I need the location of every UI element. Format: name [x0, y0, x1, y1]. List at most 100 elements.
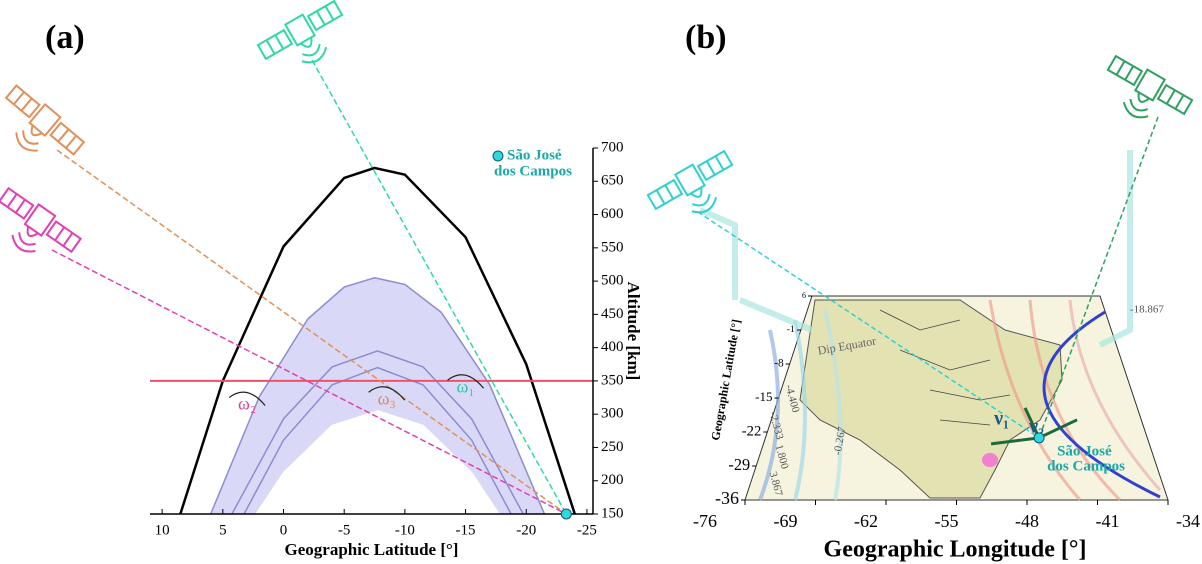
x-tick-label: -76	[693, 511, 717, 531]
y-tick-label: -1	[787, 324, 795, 335]
y-tick-label: -22	[742, 423, 762, 439]
station-legend-marker	[492, 150, 504, 162]
satellite-icon	[1106, 54, 1194, 119]
satellite-icon	[256, 0, 344, 64]
x-tick-label: -55	[935, 511, 959, 531]
panel-line	[324, 5, 335, 21]
panel-line	[6, 193, 18, 208]
station-label: dos Campos	[1047, 458, 1125, 474]
panel-line	[655, 189, 666, 205]
satellite-body	[1133, 68, 1167, 102]
omega-label: ω₁	[456, 376, 474, 396]
panel-line	[65, 135, 77, 149]
map-background	[698, 150, 1169, 502]
y-tick-label: 350	[601, 372, 624, 388]
y-tick-label: 250	[601, 439, 624, 455]
y-tick-label: 400	[601, 339, 624, 355]
y-tick-label: 550	[601, 239, 624, 255]
satellite-icon	[4, 84, 86, 156]
vector-label: ν₂	[1028, 415, 1044, 437]
curve	[209, 276, 546, 515]
x-tick-label: -10	[395, 522, 415, 538]
x-tick-label: -5	[338, 522, 351, 538]
solar-panel	[1106, 54, 1144, 87]
satellite-body	[23, 203, 57, 237]
x-tick-label: -62	[854, 511, 878, 531]
panel-label: (a)	[45, 19, 85, 56]
vector-label: ν₁	[993, 407, 1009, 429]
panel-line	[274, 34, 285, 50]
solar-panel	[4, 84, 41, 119]
solar-panel	[0, 186, 35, 220]
station-marker	[1033, 432, 1045, 444]
x-tick-label: -48	[1015, 511, 1039, 531]
y-tick-label: 600	[601, 206, 624, 222]
station-label: São José	[1057, 443, 1112, 459]
x-tick-label: -25	[577, 522, 597, 538]
curve	[231, 350, 524, 515]
x-tick-label: 10	[155, 522, 170, 538]
panel-line	[62, 232, 74, 247]
y-tick-label: 6	[802, 291, 806, 300]
solar-panel	[256, 28, 294, 61]
solar-panel	[696, 149, 734, 182]
omega-label: ω₃	[378, 388, 396, 408]
y-tick-label: 300	[601, 406, 624, 422]
x-tick-label: -15	[456, 522, 476, 538]
station-label: dos Campos	[494, 163, 572, 179]
solar-panel	[45, 220, 83, 254]
antenna	[15, 125, 43, 152]
panel-line	[20, 97, 33, 112]
panel-line	[1174, 94, 1185, 110]
y-tick-label: 150	[601, 505, 624, 521]
satellite-icon	[646, 149, 734, 214]
panel-line	[54, 226, 66, 241]
antenna	[690, 187, 718, 214]
satellite-body	[283, 13, 317, 47]
contour-label: -18.867	[1130, 304, 1164, 316]
y-tick-label: 200	[601, 472, 624, 488]
y-tick-label: -15	[755, 389, 772, 404]
panel-line	[714, 155, 725, 171]
panel-line	[1124, 65, 1135, 81]
antenna	[300, 37, 328, 64]
curve	[255, 410, 500, 515]
satellite-body	[673, 163, 707, 197]
x-axis-label: Geographic Latitude [°]	[285, 540, 459, 559]
signal-path	[51, 249, 567, 515]
y-tick-label: -8	[774, 358, 784, 370]
panel-line	[705, 160, 716, 176]
x-tick-label: -69	[774, 511, 798, 531]
curve	[179, 166, 576, 515]
vector-arrow	[990, 407, 1078, 446]
y-tick-label: 500	[601, 273, 624, 289]
x-tick-label: -20	[516, 522, 536, 538]
rotation-arrow	[447, 374, 485, 389]
x-tick-label: -34	[1176, 511, 1200, 531]
panel-line	[664, 184, 675, 200]
panel-line	[1115, 60, 1126, 76]
panel-line	[57, 128, 70, 143]
solar-panel	[646, 178, 684, 211]
omega-label: ω₂	[238, 394, 256, 414]
rotation-arrow	[228, 391, 266, 406]
x-axis-label: Geographic Longitude [°]	[824, 537, 1087, 563]
x-tick-label: -41	[1096, 511, 1120, 531]
panel-line	[14, 199, 26, 214]
satellite-body	[28, 102, 62, 138]
y-tick-label: 450	[601, 306, 624, 322]
station-marker	[560, 508, 572, 520]
panel-line	[265, 39, 276, 55]
y-tick-label: 650	[601, 173, 624, 189]
panel-label: (b)	[685, 19, 727, 56]
panel-line	[1165, 89, 1176, 105]
y-axis-label: Altitude [km]	[624, 282, 643, 381]
curve	[243, 366, 512, 515]
satellite-icon	[0, 186, 83, 254]
y-tick-label: -29	[728, 455, 750, 474]
panel-line	[315, 10, 326, 26]
signal-path	[1038, 116, 1159, 439]
y-axis-label: Geographic Latitude [°]	[708, 318, 743, 441]
signal-path	[311, 59, 567, 515]
